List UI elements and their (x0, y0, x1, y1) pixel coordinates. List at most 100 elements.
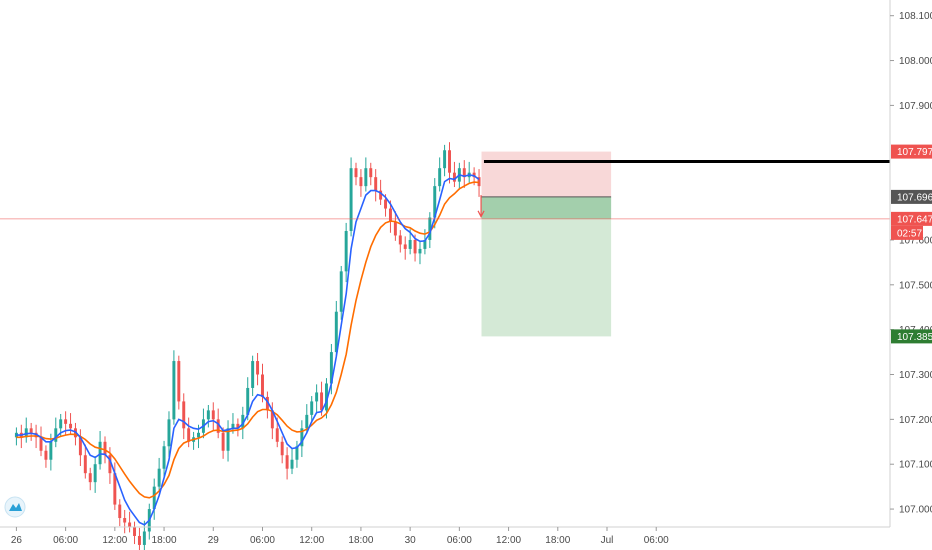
candle-body (374, 177, 378, 191)
candle-body (290, 459, 294, 469)
candle-body (108, 455, 112, 474)
candle-body (83, 455, 87, 474)
y-tick-label: 108.000 (899, 56, 932, 67)
candle-body (162, 446, 166, 469)
position-zones (481, 151, 612, 337)
candle-body (315, 392, 319, 402)
candle-body (384, 199, 388, 209)
y-tick-label: 107.300 (899, 370, 932, 381)
candle-body (300, 428, 304, 447)
candle-body (270, 410, 274, 429)
countdown-tag (891, 225, 923, 240)
countdown-label: 02:57 (897, 228, 922, 239)
candle-body (388, 208, 392, 223)
candle-body (339, 271, 343, 312)
candle-body (142, 531, 146, 545)
candle-body (280, 441, 284, 456)
candle-body (324, 383, 328, 411)
candle-body (216, 419, 220, 433)
candle-body (329, 352, 333, 384)
candle-body (226, 428, 230, 451)
price-tags: 107.797 107.696 107.647 107.385 02:57 (891, 144, 932, 344)
candle-body (39, 437, 43, 451)
candles (14, 142, 481, 550)
candle-body (103, 441, 107, 456)
x-tick-label: 18:00 (152, 535, 177, 546)
price-tag-label: 107.647 (897, 214, 932, 225)
candle-body (418, 248, 422, 254)
candle-body (133, 527, 137, 536)
y-tick-label: 107.900 (899, 101, 932, 112)
candle-body (423, 239, 427, 249)
x-tick-label: Jul (601, 535, 614, 546)
x-tick-label: 06:00 (644, 535, 669, 546)
candle-body (78, 437, 82, 456)
candle-body (428, 217, 432, 240)
candle-body (398, 235, 402, 245)
candle-body (54, 428, 58, 442)
y-tick-label: 107.000 (899, 505, 932, 516)
x-tick-label: 06:00 (447, 535, 472, 546)
x-tick-label: 12:00 (102, 535, 127, 546)
candle-body (64, 419, 68, 424)
price-tag-label: 107.385 (897, 332, 932, 343)
candle-body (246, 387, 250, 415)
y-tick-label: 107.500 (899, 280, 932, 291)
candle-body (359, 177, 363, 187)
price-tag (891, 144, 932, 159)
levels (0, 159, 890, 220)
x-tick-label: 18:00 (348, 535, 373, 546)
candle-body (443, 150, 447, 169)
candle-body (256, 361, 260, 375)
candle-body (29, 428, 33, 433)
candle-body (285, 455, 289, 469)
candle-body (49, 441, 53, 460)
candle-body (113, 473, 117, 505)
candle-body (354, 168, 358, 178)
candle-body (265, 396, 269, 411)
logo-mark (9, 503, 22, 511)
x-tick-label: 06:00 (250, 535, 275, 546)
x-tick-label: 29 (208, 535, 220, 546)
candle-body (211, 410, 215, 420)
candle-body (275, 428, 279, 442)
open-pnl-zone (481, 196, 612, 219)
candle-body (438, 168, 442, 187)
candle-body (462, 168, 466, 178)
candle-body (305, 414, 309, 429)
candle-body (98, 441, 102, 465)
candle-body (93, 464, 97, 483)
tradingview-logo-icon[interactable] (4, 496, 26, 518)
candle-body (413, 239, 417, 254)
candle-body (393, 222, 397, 236)
candle-body (477, 177, 481, 187)
candle-body (59, 419, 63, 429)
candle-body (137, 535, 141, 545)
y-tick-label: 107.200 (899, 415, 932, 426)
candle-body (206, 410, 210, 420)
candle-body (197, 432, 200, 438)
candle-body (236, 423, 240, 429)
candle-body (88, 473, 92, 483)
candle-body (118, 504, 122, 519)
candle-body (408, 239, 412, 249)
candle-body (167, 419, 171, 447)
y-tick-label: 108.100 (899, 11, 932, 22)
candle-body (334, 311, 338, 353)
candle-body (128, 522, 132, 527)
x-tick-label: 12:00 (299, 535, 324, 546)
price-tag (891, 329, 932, 344)
candle-body (364, 168, 368, 187)
candle-body (403, 244, 407, 249)
candle-body (369, 168, 373, 178)
candle-body (157, 468, 161, 487)
moving-averages (16, 174, 480, 526)
candle-body (251, 361, 255, 388)
price-tag (891, 211, 932, 226)
candle-body (349, 168, 353, 231)
candle-body (123, 518, 127, 523)
price-tag-label: 107.797 (897, 147, 932, 158)
